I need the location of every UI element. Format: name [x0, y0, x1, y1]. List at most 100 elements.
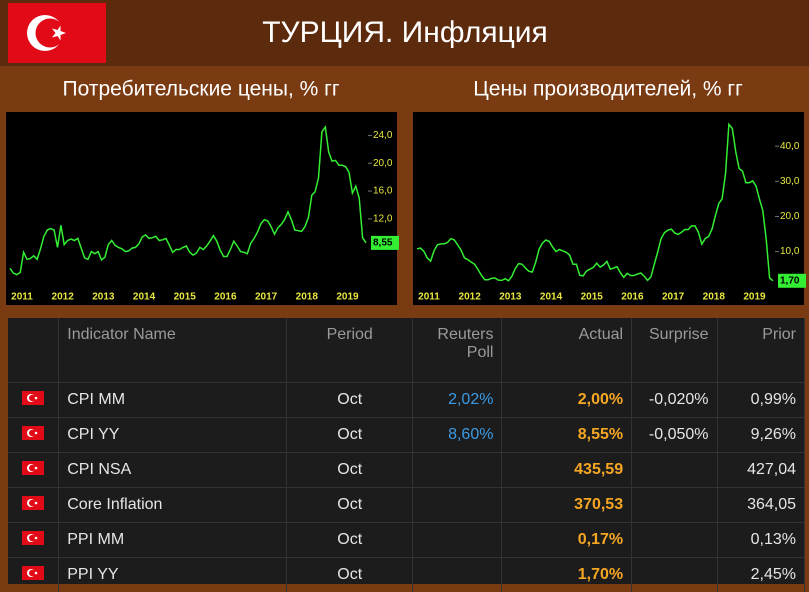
x-tick-label: 2013: [92, 292, 115, 303]
y-tick-label: 30,0: [780, 176, 800, 187]
chart-panel: [6, 112, 397, 305]
table-cell: 8,55%: [502, 418, 632, 453]
table-cell: [632, 488, 717, 523]
flag-cell: [8, 418, 59, 453]
table-cell: [413, 558, 502, 592]
table-cell: 8,60%: [413, 418, 502, 453]
x-tick-label: 2018: [296, 292, 319, 303]
chart-title: Цены производителей, % гг: [473, 78, 743, 101]
y-tick-label: 20,0: [373, 158, 393, 169]
flag-header: [8, 318, 59, 383]
page-title: ТУРЦИЯ. Инфляция: [262, 16, 548, 49]
column-header: Indicator Name: [59, 318, 287, 383]
y-tick-label: 16,0: [373, 186, 393, 197]
flag-cell: [8, 453, 59, 488]
table-cell: CPI NSA: [59, 453, 287, 488]
table-cell: 2,45%: [717, 558, 804, 592]
chart-title: Потребительские цены, % гг: [63, 78, 340, 101]
table-cell: 0,13%: [717, 523, 804, 558]
table-cell: 435,59: [502, 453, 632, 488]
flag-cell: [8, 523, 59, 558]
flag-cell: [8, 558, 59, 592]
x-tick-label: 2017: [255, 292, 278, 303]
table-cell: CPI YY: [59, 418, 287, 453]
flag-cell: [8, 383, 59, 418]
table-cell: Oct: [287, 488, 413, 523]
table-cell: -0,020%: [632, 383, 717, 418]
table-cell: Core Inflation: [59, 488, 287, 523]
x-tick-label: 2012: [52, 292, 75, 303]
table-cell: [632, 523, 717, 558]
table-cell: [413, 453, 502, 488]
column-header: Period: [287, 318, 413, 383]
table-cell: PPI YY: [59, 558, 287, 592]
y-tick-label: 10,0: [780, 246, 800, 257]
column-header: Actual: [502, 318, 632, 383]
column-header: Reuters Poll: [413, 318, 502, 383]
row-flag: [22, 426, 44, 440]
x-tick-label: 2016: [214, 292, 237, 303]
table-cell: 9,26%: [717, 418, 804, 453]
row-flag: [22, 566, 44, 580]
column-header: Surprise: [632, 318, 717, 383]
table-cell: 2,00%: [502, 383, 632, 418]
table-cell: 2,02%: [413, 383, 502, 418]
charts-area: ТУРЦИЯ. Инфляция Потребительские цены, %…: [0, 0, 809, 318]
value-label: 8,55: [373, 238, 393, 249]
table-cell: -0,050%: [632, 418, 717, 453]
column-header: Prior: [717, 318, 804, 383]
value-label: 1,70: [780, 275, 800, 286]
table-cell: Oct: [287, 558, 413, 592]
row-flag: [22, 496, 44, 510]
table-cell: [632, 453, 717, 488]
table-cell: Oct: [287, 383, 413, 418]
table-cell: 370,53: [502, 488, 632, 523]
table-cell: 427,04: [717, 453, 804, 488]
x-tick-label: 2013: [499, 292, 522, 303]
x-tick-label: 2016: [621, 292, 644, 303]
table-cell: Oct: [287, 418, 413, 453]
x-tick-label: 2015: [174, 292, 197, 303]
row-flag: [22, 461, 44, 475]
chart-panel: [413, 112, 804, 305]
x-tick-label: 2018: [703, 292, 726, 303]
table-cell: [413, 523, 502, 558]
flag: [8, 3, 106, 63]
table-cell: 364,05: [717, 488, 804, 523]
table-cell: 0,17%: [502, 523, 632, 558]
x-tick-label: 2011: [418, 292, 440, 303]
table-cell: CPI MM: [59, 383, 287, 418]
y-tick-label: 12,0: [373, 214, 393, 225]
table-cell: 1,70%: [502, 558, 632, 592]
x-tick-label: 2019: [336, 292, 359, 303]
table-cell: [632, 558, 717, 592]
x-tick-label: 2014: [540, 292, 563, 303]
x-tick-label: 2017: [662, 292, 685, 303]
x-tick-label: 2012: [459, 292, 482, 303]
table-cell: [413, 488, 502, 523]
x-tick-label: 2019: [743, 292, 766, 303]
table-cell: Oct: [287, 523, 413, 558]
x-tick-label: 2011: [11, 292, 33, 303]
row-flag: [22, 531, 44, 545]
table-cell: 0,99%: [717, 383, 804, 418]
y-tick-label: 40,0: [780, 141, 800, 152]
table-cell: Oct: [287, 453, 413, 488]
row-flag: [22, 391, 44, 405]
y-tick-label: 20,0: [780, 211, 800, 222]
y-tick-label: 24,0: [373, 130, 393, 141]
flag-cell: [8, 488, 59, 523]
x-tick-label: 2015: [581, 292, 604, 303]
x-tick-label: 2014: [133, 292, 156, 303]
table-cell: PPI MM: [59, 523, 287, 558]
